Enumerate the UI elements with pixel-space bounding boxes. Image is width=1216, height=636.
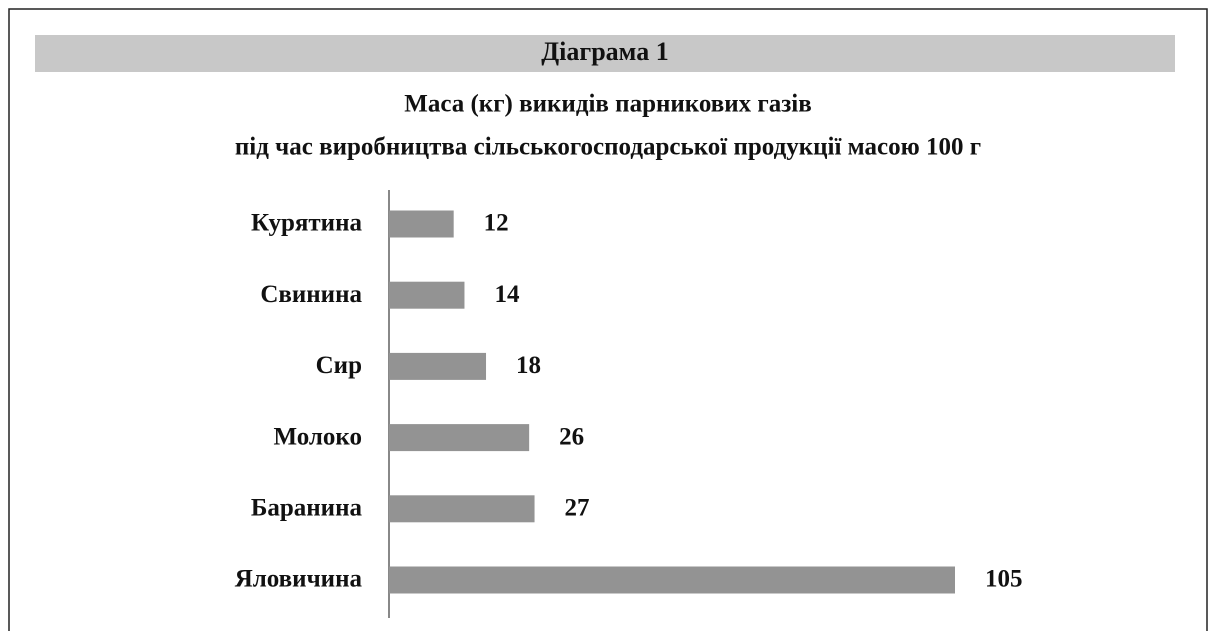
bar [389,281,465,309]
value-label: 26 [559,423,584,450]
category-label: Молоко [273,423,362,450]
bar [389,352,487,380]
category-label: Яловичина [235,566,363,593]
category-label: Баранина [251,495,363,522]
chart-header: Діаграма 1 [541,37,668,66]
chart-title: Маса (кг) викидів парникових газів [404,91,812,118]
value-label: 12 [484,210,509,237]
bar [389,566,955,594]
bar [389,495,535,523]
category-label: Сир [316,352,362,379]
value-label: 14 [494,281,520,308]
category-label: Свинина [260,281,362,308]
frame [8,8,1208,631]
value-label: 27 [565,495,590,522]
chart-title: під час виробництва сільськогосподарсько… [235,134,981,161]
value-label: 105 [985,566,1023,593]
header-band [35,35,1175,72]
bar [389,210,454,238]
value-label: 18 [516,352,541,379]
category-label: Курятина [251,210,363,237]
bar [389,424,530,452]
